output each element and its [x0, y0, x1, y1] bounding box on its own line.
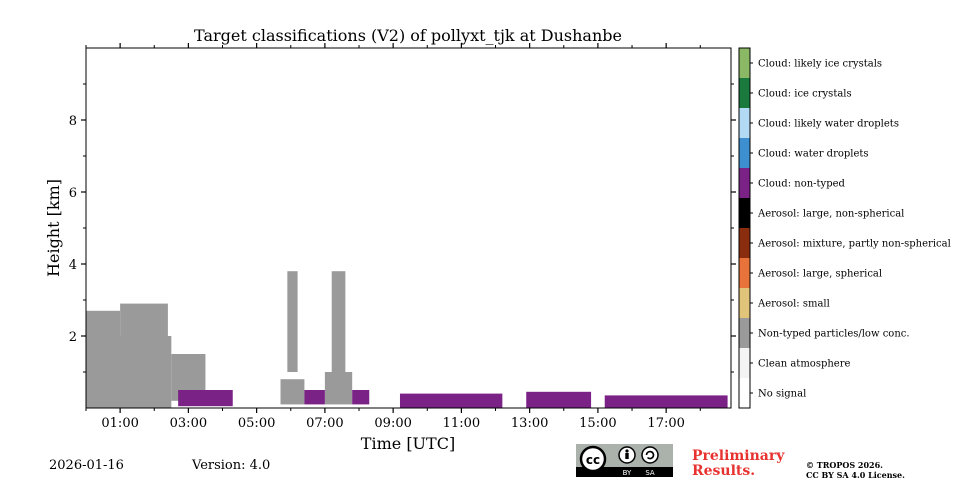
x-tick-label-0: 01:00: [101, 416, 138, 431]
legend-label-7: Aerosol: large, spherical: [757, 269, 882, 280]
legend-swatch-2: [739, 108, 750, 138]
classification-layer-9: [304, 390, 325, 405]
date-label: 2026-01-16: [49, 458, 124, 473]
legend-swatch-11: [739, 378, 750, 408]
x-tick-label-8: 17:00: [647, 416, 684, 431]
data-layer: [86, 271, 728, 408]
legend-label-10: Clean atmosphere: [758, 359, 851, 370]
classification-layer-5: [324, 372, 353, 405]
legend-label-6: Aerosol: mixture, partly non-spherical: [757, 239, 951, 250]
x-axis-label: Time [UTC]: [361, 434, 455, 453]
version-label: Version: 4.0: [192, 458, 271, 473]
preliminary-line-1: Preliminary: [692, 448, 785, 464]
classification-layer-6: [331, 271, 346, 372]
legend-label-2: Cloud: likely water droplets: [758, 119, 899, 130]
x-tick-label-7: 15:00: [579, 416, 616, 431]
y-axis: 2 4 6 8: [69, 83, 736, 373]
y-tick-label-3: 8: [69, 114, 77, 129]
preliminary-line-2: Results.: [692, 463, 756, 479]
y-axis-label: Height [km]: [44, 179, 63, 277]
y-tick-label-2: 6: [69, 186, 77, 201]
classification-layer-10: [352, 390, 370, 405]
y-tick-label-1: 4: [69, 258, 77, 273]
sa-mark: SA: [645, 469, 655, 477]
cc-mark: cc: [586, 453, 600, 467]
classification-layer-1: [86, 310, 121, 336]
x-tick-label-1: 03:00: [170, 416, 207, 431]
x-tick-label-2: 05:00: [238, 416, 275, 431]
plot-area: [86, 48, 731, 408]
classification-layer-0: [86, 336, 172, 408]
legend-swatch-3: [739, 138, 750, 168]
legend-label-0: Cloud: likely ice crystals: [758, 59, 882, 70]
classification-layer-11: [399, 393, 503, 408]
classification-layer-7: [287, 271, 298, 372]
x-tick-label-5: 11:00: [443, 416, 480, 431]
classification-layer-8: [178, 390, 233, 407]
chart-title: Target classifications (V2) of pollyxt_t…: [194, 26, 622, 45]
legend-swatch-9: [739, 318, 750, 348]
legend-frame: [738, 47, 751, 409]
classification-layer-2: [120, 303, 168, 336]
legend-label-11: No signal: [758, 389, 806, 400]
legend-swatch-1: [739, 78, 750, 108]
legend-swatch-5: [739, 198, 750, 228]
y-tick-label-0: 2: [69, 330, 77, 345]
cc-by-sa-license-icon: cc BY SA: [576, 444, 673, 477]
legend-label-3: Cloud: water droplets: [758, 149, 869, 160]
legend-swatch-10: [739, 348, 750, 378]
copyright-line-2: CC BY SA 4.0 License.: [806, 470, 905, 480]
x-axis: 01:00 03:00 05:00 07:00 09:00 11:00 13:00 15:00…: [85, 43, 701, 431]
legend-label-8: Aerosol: small: [757, 299, 830, 310]
copyright-line-1: © TROPOS 2026.: [806, 460, 883, 470]
classification-layer-4: [280, 379, 305, 405]
x-tick-label-6: 13:00: [511, 416, 548, 431]
legend-swatch-8: [739, 288, 750, 318]
legend: Cloud: likely ice crystals Cloud: ice cry…: [738, 47, 951, 409]
classification-layer-12: [526, 391, 592, 408]
legend-label-4: Cloud: non-typed: [758, 179, 846, 190]
copyright-note: © TROPOS 2026. CC BY SA 4.0 License.: [806, 460, 905, 480]
legend-swatch-4: [739, 168, 750, 198]
preliminary-results-note: Preliminary Results.: [692, 449, 784, 479]
x-tick-label-4: 09:00: [374, 416, 411, 431]
by-mark: BY: [623, 469, 632, 477]
legend-label-9: Non-typed particles/low conc.: [758, 329, 910, 340]
legend-label-1: Cloud: ice crystals: [758, 89, 852, 100]
legend-swatch-0: [739, 48, 750, 78]
legend-swatch-6: [739, 228, 750, 258]
classification-layer-13: [604, 395, 728, 408]
legend-swatch-7: [739, 258, 750, 288]
x-tick-label-3: 07:00: [306, 416, 343, 431]
legend-label-5: Aerosol: large, non-spherical: [757, 209, 904, 220]
